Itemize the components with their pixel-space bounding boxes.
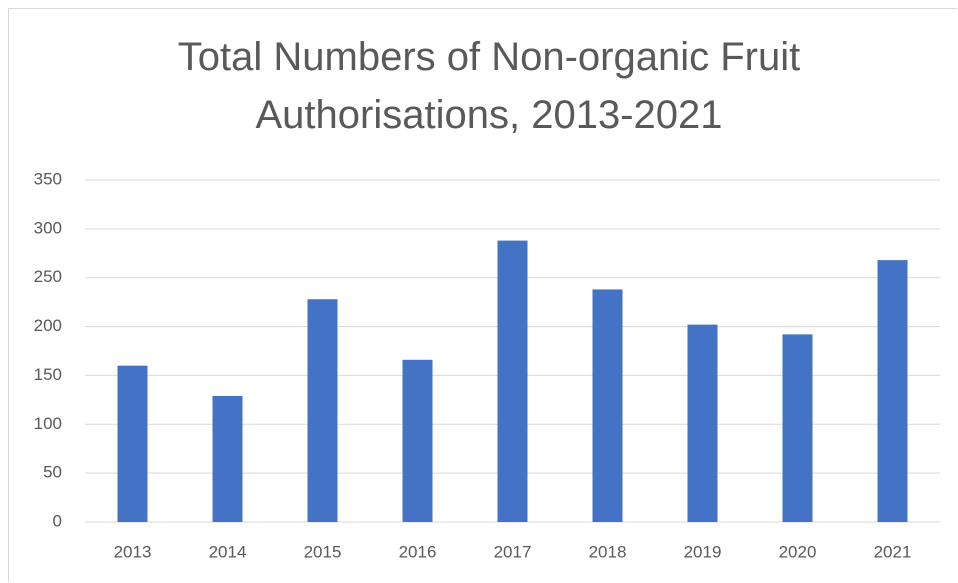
x-tick-label: 2021 — [874, 542, 912, 561]
x-tick-label: 2020 — [779, 542, 817, 561]
x-tick-label: 2013 — [114, 542, 152, 561]
bar — [592, 289, 623, 522]
y-tick-label: 100 — [34, 414, 62, 433]
x-tick-label: 2017 — [494, 542, 532, 561]
y-tick-label: 300 — [34, 218, 62, 237]
x-tick-label: 2014 — [209, 542, 247, 561]
x-tick-label: 2018 — [589, 542, 627, 561]
y-tick-label: 200 — [34, 316, 62, 335]
bar — [687, 324, 718, 522]
bar — [497, 240, 528, 522]
chart-title: Total Numbers of Non-organic Fruit Autho… — [177, 35, 801, 137]
y-tick-label: 250 — [34, 267, 62, 286]
x-tick-label: 2016 — [399, 542, 437, 561]
bar — [117, 365, 148, 522]
x-tick-label: 2015 — [304, 542, 342, 561]
chart-border — [8, 8, 957, 582]
bar — [212, 395, 243, 522]
y-tick-label: 0 — [53, 511, 62, 530]
y-tick-label: 350 — [34, 169, 62, 188]
bar — [782, 334, 813, 522]
y-tick-label: 50 — [43, 463, 62, 482]
x-tick-label: 2019 — [684, 542, 722, 561]
bar — [402, 359, 433, 522]
bar — [877, 260, 908, 522]
y-tick-label: 150 — [34, 365, 62, 384]
bar — [307, 299, 338, 522]
